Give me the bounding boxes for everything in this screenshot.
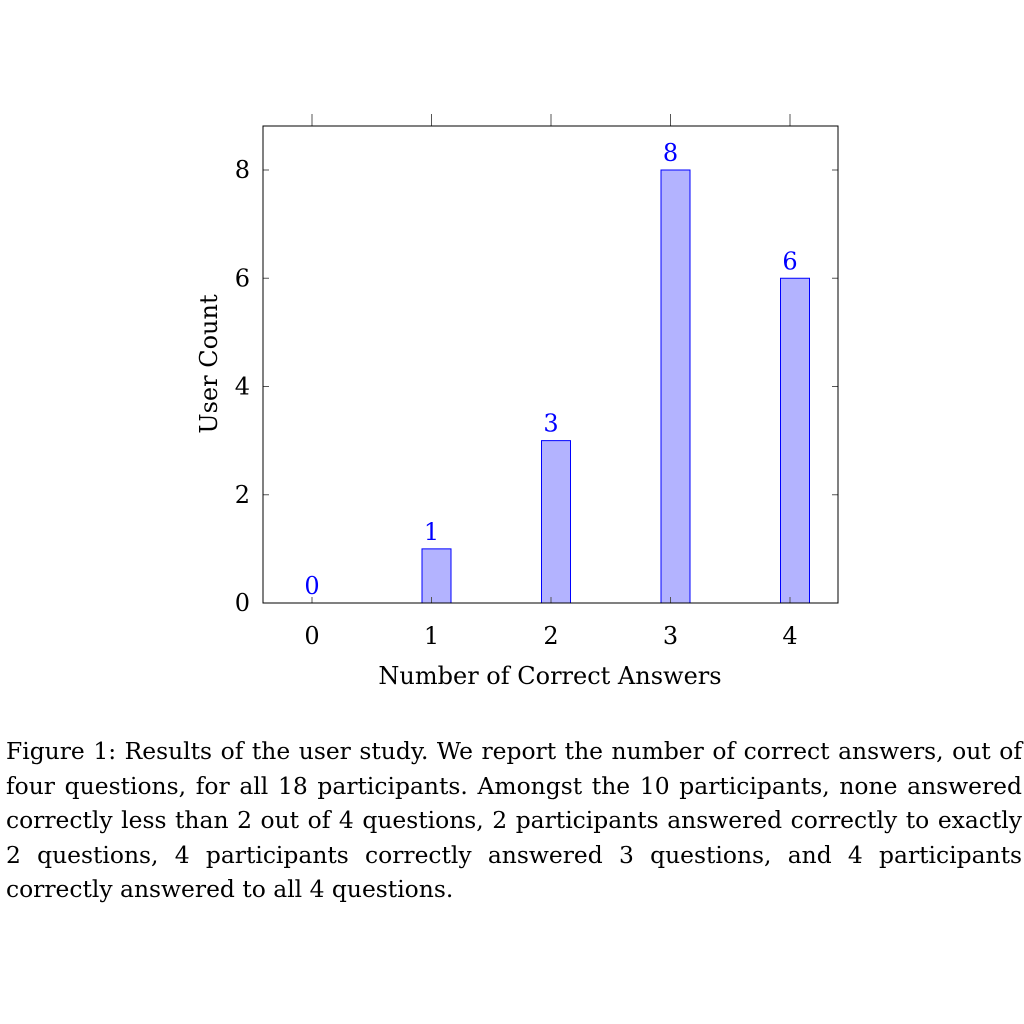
x-tick-label-3: 3 <box>663 622 678 650</box>
x-tick-label-1: 1 <box>424 622 439 650</box>
x-axis-label: Number of Correct Answers <box>378 662 721 690</box>
y-tick-label-6: 6 <box>235 264 250 292</box>
data-label-4: 6 <box>782 247 797 275</box>
bar-2 <box>541 440 571 604</box>
data-label-2: 3 <box>543 410 558 438</box>
caption-label: Figure 1: <box>6 737 117 765</box>
y-tick-label-0: 0 <box>235 589 250 617</box>
x-tick-label-0: 0 <box>304 622 319 650</box>
bar-3 <box>660 169 691 604</box>
bars-layer: 0 1 3 8 6 <box>304 139 810 604</box>
y-tick-label-8: 8 <box>235 156 250 184</box>
y-axis-label: User Count <box>195 294 223 434</box>
y-tick-label-4: 4 <box>235 373 250 401</box>
data-label-3: 8 <box>663 139 678 167</box>
x-tick-label-2: 2 <box>543 622 558 650</box>
y-tick-label-2: 2 <box>235 481 250 509</box>
bar-4 <box>780 277 810 604</box>
data-label-1: 1 <box>424 518 439 546</box>
bar-1 <box>421 548 452 604</box>
caption-text: Results of the user study. We report the… <box>6 737 1022 903</box>
ticks-layer: 0 1 2 3 4 0 2 4 6 8 <box>235 114 838 650</box>
plot-frame <box>262 125 839 604</box>
figure-caption: Figure 1: Results of the user study. We … <box>6 734 1022 907</box>
data-label-0: 0 <box>304 572 319 600</box>
x-tick-label-4: 4 <box>782 622 797 650</box>
bar-chart: 0 1 3 8 6 0 1 2 3 4 0 2 4 6 8 Number of Correct Answe… <box>195 114 839 690</box>
